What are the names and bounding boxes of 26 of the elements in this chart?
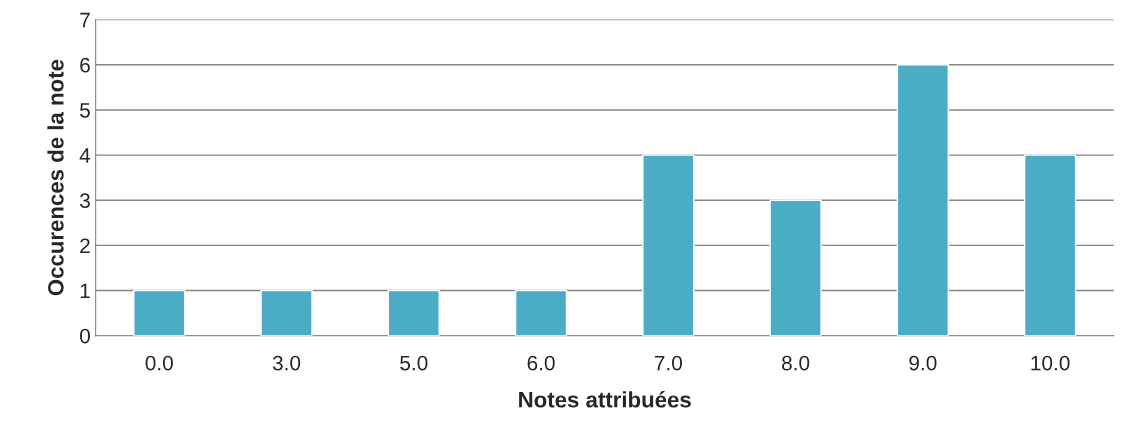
y-tick-label: 6 (80, 57, 90, 73)
bar (769, 199, 822, 336)
x-tick-label: 10.0 (1031, 355, 1070, 371)
x-tick-label: 6.0 (527, 355, 555, 371)
bar (133, 289, 186, 336)
x-tick-label: 3.0 (272, 355, 301, 371)
bar (642, 154, 695, 336)
bar (514, 289, 568, 336)
x-tick-label: 9.0 (909, 355, 937, 371)
y-tick-label: 0 (79, 328, 90, 344)
bar (260, 289, 313, 336)
x-tick-label: 7.0 (654, 355, 682, 371)
bar (387, 289, 440, 336)
y-tick-label: 1 (80, 283, 90, 299)
x-axis-title: Notes attribuées (519, 391, 691, 408)
bar (1023, 154, 1077, 336)
y-tick-label: 5 (80, 103, 90, 118)
x-tick-label: 0.0 (145, 355, 173, 371)
bar (896, 64, 949, 336)
y-tick-label: 7 (80, 12, 90, 28)
y-tick-label: 3 (79, 193, 90, 208)
y-tick-label: 2 (80, 238, 90, 253)
y-tick-label: 4 (79, 148, 91, 163)
x-tick-label: 8.0 (782, 355, 810, 371)
y-axis-title: Occurences de la note (47, 59, 64, 296)
x-tick-label: 5.0 (400, 355, 428, 371)
